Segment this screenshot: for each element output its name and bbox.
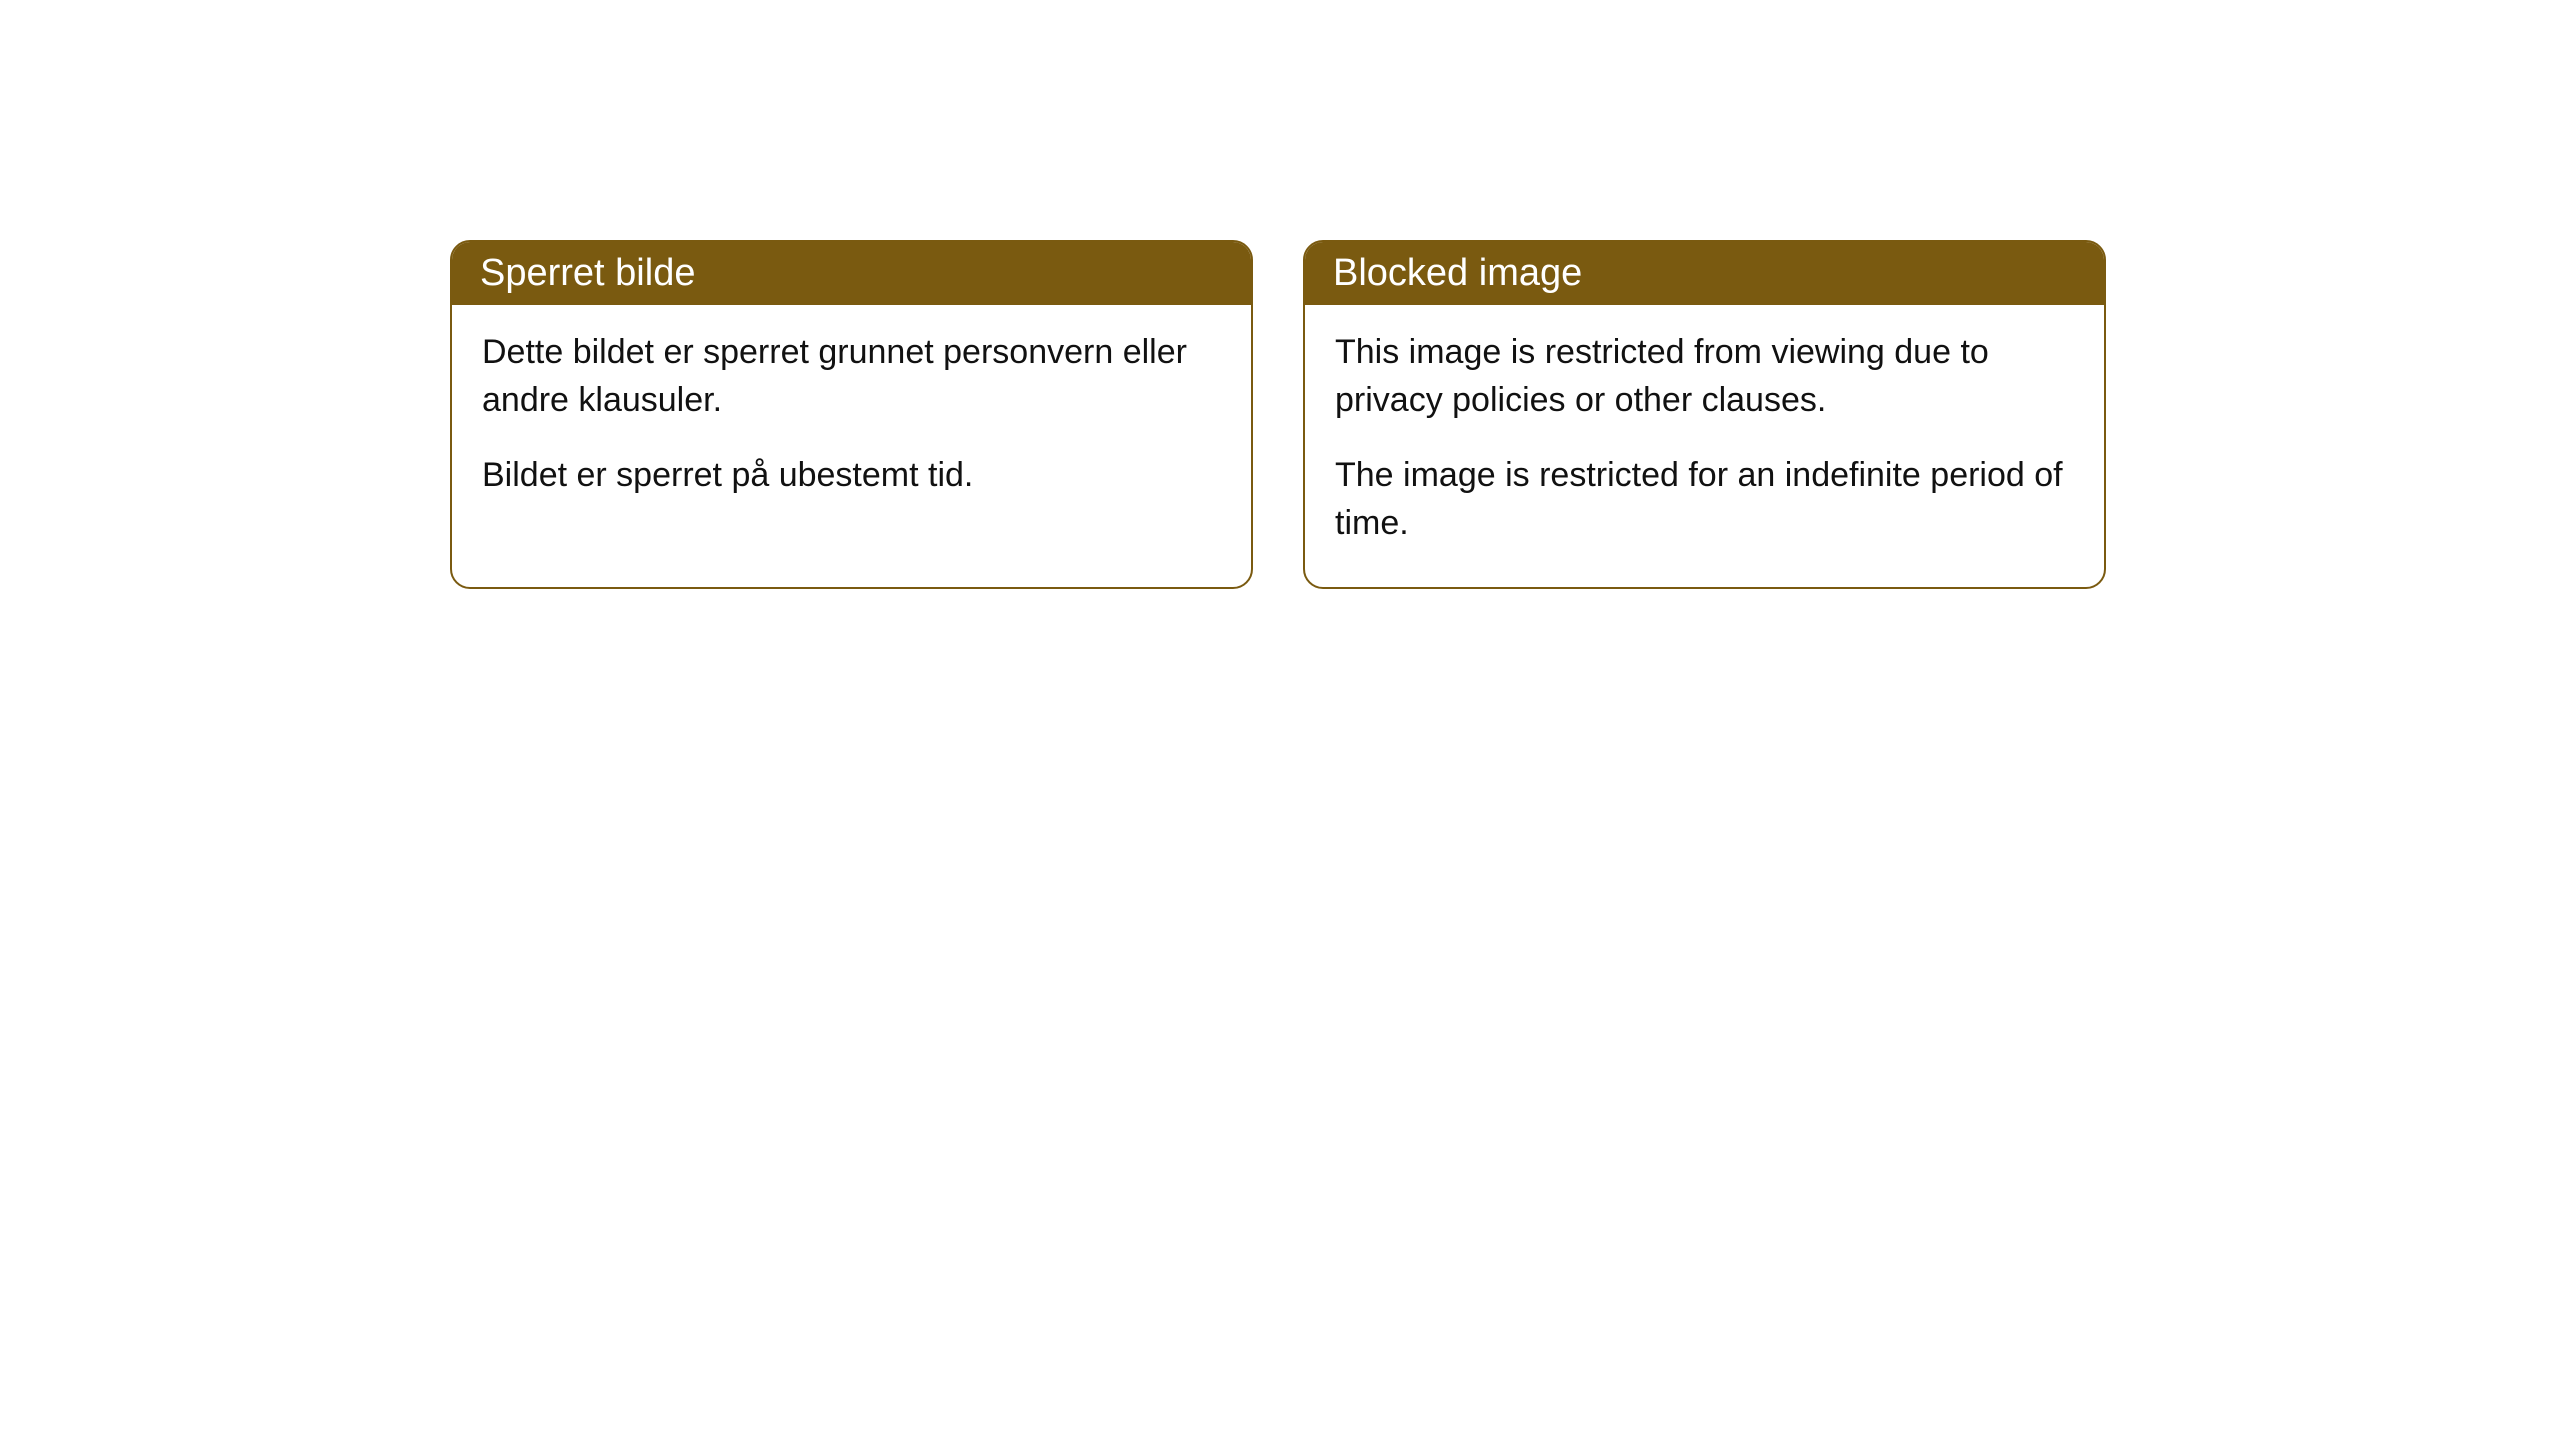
card-paragraph: This image is restricted from viewing du…: [1335, 329, 2074, 424]
card-paragraph: Bildet er sperret på ubestemt tid.: [482, 452, 1221, 500]
card-header-en: Blocked image: [1305, 242, 2104, 305]
blocked-image-card-en: Blocked image This image is restricted f…: [1303, 240, 2106, 589]
card-header-no: Sperret bilde: [452, 242, 1251, 305]
card-title: Sperret bilde: [480, 252, 695, 294]
card-title: Blocked image: [1333, 252, 1582, 294]
card-body-no: Dette bildet er sperret grunnet personve…: [452, 305, 1251, 540]
card-paragraph: Dette bildet er sperret grunnet personve…: [482, 329, 1221, 424]
card-body-en: This image is restricted from viewing du…: [1305, 305, 2104, 587]
blocked-image-card-no: Sperret bilde Dette bildet er sperret gr…: [450, 240, 1253, 589]
notice-cards-container: Sperret bilde Dette bildet er sperret gr…: [0, 0, 2560, 589]
card-paragraph: The image is restricted for an indefinit…: [1335, 452, 2074, 547]
